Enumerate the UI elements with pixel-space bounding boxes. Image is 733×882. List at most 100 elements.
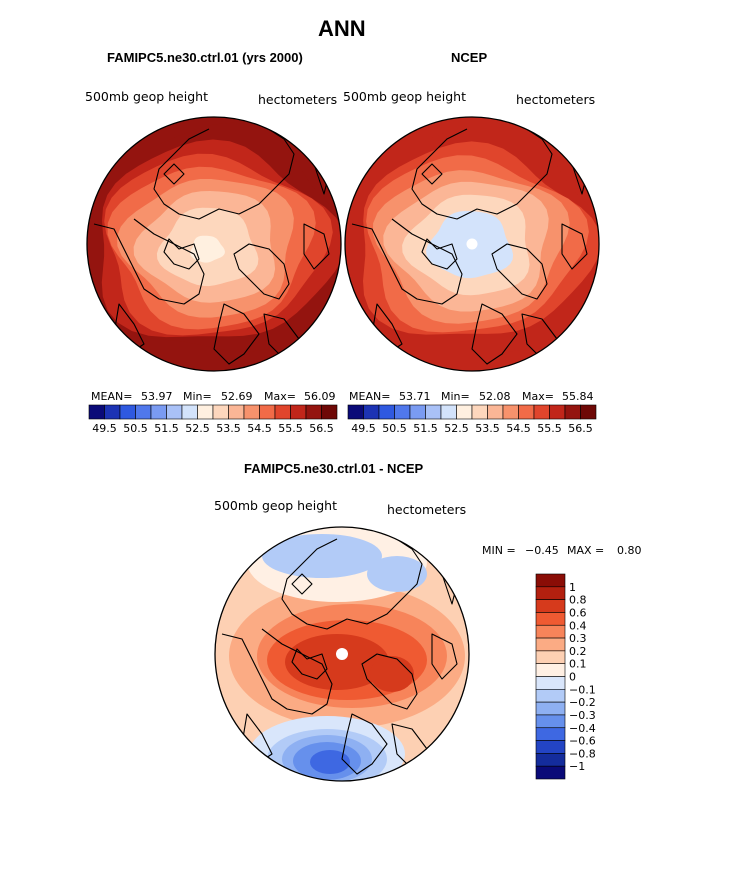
left-min-value: 52.69 <box>221 390 253 403</box>
coastline <box>561 223 588 270</box>
coastline <box>421 238 458 270</box>
colorbar-box <box>535 765 566 780</box>
coastline <box>163 163 185 185</box>
coastline <box>163 238 200 270</box>
left-variable-label: 500mb geop height <box>85 89 208 104</box>
colorbar-tick-label: 50.5 <box>123 422 148 435</box>
colorbar-box <box>535 753 566 767</box>
colorbar-box <box>535 701 566 716</box>
figure-title: ANN <box>318 16 366 41</box>
colorbar-box <box>580 404 597 420</box>
diff-min-label: MIN = <box>482 544 516 557</box>
colorbar-box <box>471 404 488 420</box>
colorbar-box <box>535 740 566 754</box>
colorbar-tick-label: 50.5 <box>382 422 407 435</box>
colorbar-box <box>135 404 152 420</box>
colorbar-box <box>274 404 291 420</box>
colorbar-tick-label: 0.8 <box>569 594 587 607</box>
coastline <box>213 303 260 365</box>
right-case-title: NCEP <box>451 50 488 65</box>
colorbar-box <box>535 676 566 690</box>
diff-min-value: −0.45 <box>525 544 559 557</box>
colorbar-tick-label: 49.5 <box>92 422 117 435</box>
colorbar-box <box>535 624 566 639</box>
colorbar-box <box>535 714 566 729</box>
left-map-border <box>86 116 342 372</box>
right-min-label: Min= <box>441 390 470 403</box>
right-mean-label: MEAN= <box>349 390 391 403</box>
colorbar-box <box>564 404 581 420</box>
colorbar-box <box>549 404 566 420</box>
colorbar-tick-label: −0.4 <box>569 722 596 735</box>
right-max-label: Max= <box>522 390 554 403</box>
coastline <box>361 653 418 710</box>
colorbar-box <box>535 637 566 652</box>
colorbar-tick-label: −0.3 <box>569 709 596 722</box>
colorbar-box <box>535 663 566 677</box>
coastline <box>491 243 548 300</box>
colorbar-box <box>150 404 167 420</box>
right-colorbar: 49.5 50.5 51.5 52.5 53.5 54.5 55.5 56.5 <box>347 404 597 435</box>
left-map-field <box>87 117 341 371</box>
coastline <box>153 125 295 220</box>
diff-variable-label: 500mb geop height <box>214 498 337 513</box>
left-max-label: Max= <box>264 390 296 403</box>
colorbar-box <box>535 727 566 741</box>
colorbar-box <box>347 404 364 420</box>
colorbar-tick-label: 55.5 <box>537 422 562 435</box>
colorbar-box <box>166 404 183 420</box>
colorbar-tick-label: 53.5 <box>216 422 241 435</box>
colorbar-tick-label: 0.2 <box>569 645 587 658</box>
colorbar-tick-label: −1 <box>569 760 585 773</box>
colorbar-tick-label: −0.8 <box>569 747 596 760</box>
colorbar-tick-label: 0 <box>569 671 576 684</box>
diff-units-label: hectometers <box>387 502 467 517</box>
colorbar-box <box>321 404 338 420</box>
colorbar-box <box>535 586 566 600</box>
colorbar-box <box>363 404 380 420</box>
colorbar-box <box>119 404 136 420</box>
right-map-field <box>345 117 599 371</box>
left-max-value: 56.09 <box>304 390 336 403</box>
left-colorbar: 49.5 50.5 51.5 52.5 53.5 54.5 55.5 56.5 <box>88 404 338 435</box>
right-map-border <box>344 116 600 372</box>
colorbar-tick-label: 0.1 <box>569 658 587 671</box>
coastline <box>341 713 388 775</box>
colorbar-box <box>518 404 535 420</box>
left-min-label: Min= <box>183 390 212 403</box>
colorbar-box <box>535 650 566 664</box>
colorbar-tick-label: −0.6 <box>569 735 596 748</box>
coastline <box>291 648 328 680</box>
colorbar-tick-label: 56.5 <box>568 422 593 435</box>
colorbar-box <box>394 404 411 420</box>
field-contour <box>367 556 427 592</box>
colorbar-tick-label: 49.5 <box>351 422 376 435</box>
coastline <box>431 633 458 680</box>
colorbar-tick-label: 0.4 <box>569 619 587 632</box>
colorbar-tick-label: −0.1 <box>569 683 596 696</box>
coastline <box>291 573 313 595</box>
coastline <box>411 125 553 220</box>
colorbar-box <box>378 404 395 420</box>
colorbar-tick-label: 0.3 <box>569 632 587 645</box>
colorbar-box <box>535 612 566 626</box>
coastline <box>421 163 443 185</box>
colorbar-box <box>212 404 229 420</box>
colorbar-box <box>409 404 426 420</box>
colorbar-box <box>88 404 105 420</box>
colorbar-box <box>290 404 307 420</box>
colorbar-tick-label: 54.5 <box>506 422 531 435</box>
colorbar-tick-label: 53.5 <box>475 422 500 435</box>
colorbar-box <box>228 404 245 420</box>
diff-map-border <box>214 526 470 782</box>
right-min-value: 52.08 <box>479 390 511 403</box>
field-contour <box>285 634 389 690</box>
colorbar-box <box>243 404 260 420</box>
colorbar-box <box>533 404 550 420</box>
right-max-value: 55.84 <box>562 390 594 403</box>
left-mean-value: 53.97 <box>141 390 173 403</box>
diff-max-value: 0.80 <box>617 544 642 557</box>
colorbar-tick-label: 1 <box>569 581 576 594</box>
right-variable-label: 500mb geop height <box>343 89 466 104</box>
